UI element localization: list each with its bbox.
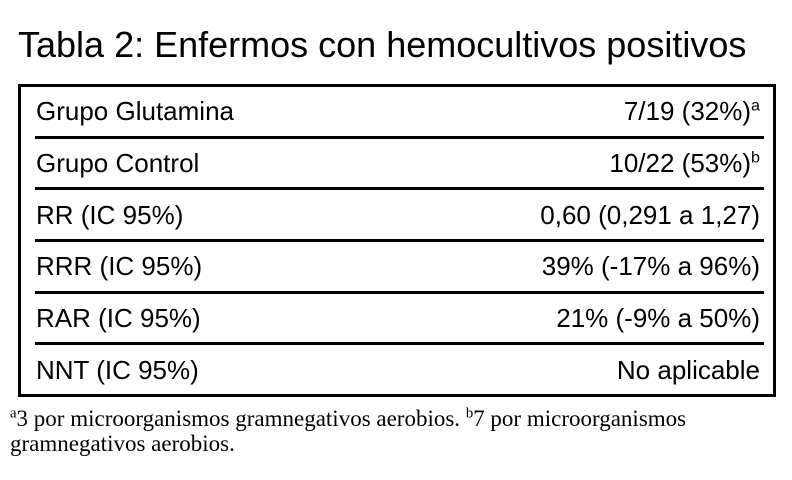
row-label: Grupo Glutamina [36,96,234,127]
row-label: Grupo Control [36,148,200,178]
row-value-text: 21% (-9% a 50%) [556,303,760,334]
row-value-text: 10/22 (53%) [609,148,752,178]
row-divider [35,187,764,191]
footnote-marker-b: b [465,405,474,422]
table-row-rrr: RRR (IC 95%) 39% (-17% a 96%) [21,242,773,291]
footnote-marker-a: a [10,405,17,422]
row-value: 7/19 (32%)a [623,96,760,127]
row-value-text: 7/19 (32%) [623,96,752,127]
row-value: 10/22 (53%)b [609,148,760,178]
table-row-rr: RR (IC 95%) 0,60 (0,291 a 1,27) [21,190,773,239]
row-value-superscript: a [751,96,760,115]
table-title: Tabla 2: Enfermos con hemocultivos posit… [18,24,747,65]
row-value: 39% (-17% a 96%) [542,253,760,279]
footnote-text-a: 3 por microorganismos gramnegativos aero… [16,406,466,431]
row-value: No aplicable [617,357,760,383]
row-value-superscript: b [751,148,760,167]
row-value: 0,60 (0,291 a 1,27) [540,202,760,228]
row-value-text: 39% (-17% a 96%) [541,251,760,282]
row-divider [35,239,764,243]
table-row-rar: RAR (IC 95%) 21% (-9% a 50%) [21,294,773,343]
table-row-grupo-control: Grupo Control 10/22 (53%)b [21,139,773,188]
table-row-nnt: NNT (IC 95%) No aplicable [21,345,773,394]
row-value-text: No aplicable [616,354,760,385]
row-divider [35,342,764,346]
row-label: NNT (IC 95%) [36,354,199,385]
row-value: 21% (-9% a 50%) [556,305,760,331]
results-table: Grupo Glutamina 7/19 (32%)a Grupo Contro… [18,84,776,397]
row-divider [35,135,764,139]
row-label: RR (IC 95%) [36,199,184,230]
row-label: RAR (IC 95%) [36,303,201,334]
row-label: RRR (IC 95%) [36,251,203,282]
row-value-text: 0,60 (0,291 a 1,27) [540,199,760,230]
row-divider [35,290,764,294]
footnote-text-b: 7 por microorganismos gramnegativos aero… [10,406,687,456]
footnote: a3 por microorganismos gramnegativos aer… [10,406,740,456]
table-row-grupo-glutamina: Grupo Glutamina 7/19 (32%)a [21,87,773,136]
